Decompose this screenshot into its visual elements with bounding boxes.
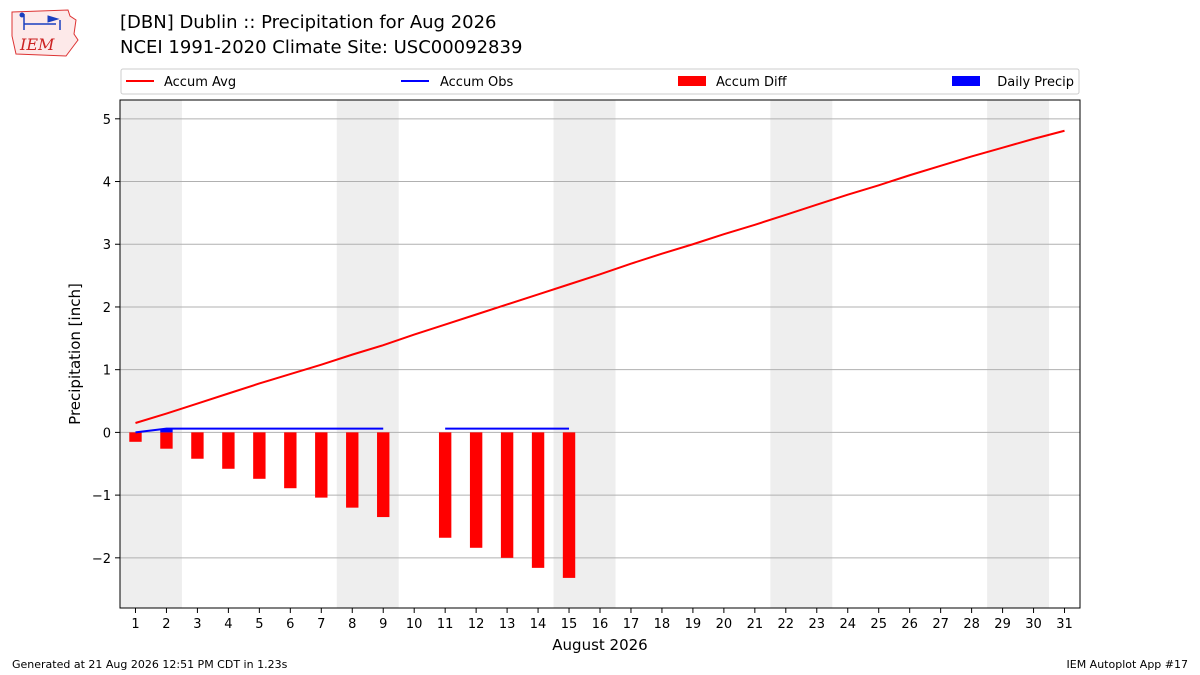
- y-tick-label: 3: [103, 238, 111, 253]
- y-gridlines: [120, 118, 1080, 559]
- generated-timestamp: Generated at 21 Aug 2026 12:51 PM CDT in…: [12, 658, 288, 671]
- chart-legend: Accum Avg Accum Obs Accum Diff Daily Pre…: [120, 68, 1080, 95]
- y-tick-label: −1: [92, 489, 111, 504]
- legend-label-accum-diff: Accum Diff: [716, 75, 788, 90]
- x-tick-label: 18: [654, 617, 671, 632]
- weekend-band-1: [336, 100, 399, 608]
- legend-box: [120, 68, 1080, 95]
- accum-diff-bar: [191, 432, 204, 459]
- accum-diff-bar: [346, 432, 359, 508]
- x-tick-label: 15: [561, 617, 578, 632]
- x-tick-label: 30: [1025, 617, 1042, 632]
- x-tick-label: 2: [162, 617, 170, 632]
- x-tick-label: 5: [255, 617, 263, 632]
- y-tick-label: 2: [103, 301, 111, 316]
- y-tick-label: −2: [92, 552, 111, 567]
- x-tick-label: 17: [623, 617, 640, 632]
- accum-diff-bars: [129, 432, 576, 578]
- y-axis-label: Precipitation [inch]: [66, 283, 84, 425]
- iem-logo: IEM: [11, 9, 79, 57]
- legend-swatch-daily-precip: [952, 76, 980, 86]
- accum-avg-line: [135, 129, 1065, 424]
- app-credit: IEM Autoplot App #17: [1066, 658, 1189, 671]
- iowa-map-outline: [11, 9, 79, 57]
- accum-diff-bar: [284, 432, 297, 489]
- weekend-band-0: [120, 100, 182, 608]
- x-tick-label: 22: [778, 617, 795, 632]
- accum-diff-bar: [253, 432, 266, 479]
- accum-diff-bar: [500, 432, 514, 558]
- x-tick-label: 13: [499, 617, 516, 632]
- chart-title: [DBN] Dublin :: Precipitation for Aug 20…: [120, 12, 497, 33]
- x-tick-label: 27: [932, 617, 949, 632]
- x-tick-label: 31: [1056, 617, 1073, 632]
- x-tick-label: 23: [809, 617, 826, 632]
- legend-label-daily-precip: Daily Precip: [997, 75, 1074, 90]
- x-tick-label: 8: [348, 617, 356, 632]
- x-tick-label: 19: [685, 617, 702, 632]
- x-tick-label: 3: [193, 617, 201, 632]
- x-axis-label: August 2026: [552, 636, 647, 654]
- x-axis-ticks: 1 2 3 4 5 6 7 8 9 10 11 12 13 14 15 16 17 18 19 20 21 22 23 24 2…: [131, 608, 1073, 632]
- x-tick-label: 11: [437, 617, 454, 632]
- chart-subtitle: NCEI 1991-2020 Climate Site: USC00092839: [120, 37, 523, 58]
- x-tick-label: 24: [839, 617, 856, 632]
- accum-obs-line-0: [135, 427, 384, 434]
- accum-diff-bar: [531, 432, 545, 568]
- x-tick-label: 26: [901, 617, 918, 632]
- daily-precip-bars: [160, 428, 173, 433]
- accum-diff-bar: [160, 432, 173, 449]
- y-tick-label: 0: [103, 426, 111, 441]
- logo-text: IEM: [19, 35, 55, 54]
- x-tick-label: 4: [224, 617, 232, 632]
- x-tick-label: 29: [994, 617, 1011, 632]
- x-tick-label: 25: [870, 617, 887, 632]
- x-tick-label: 6: [286, 617, 294, 632]
- x-tick-label: 7: [317, 617, 325, 632]
- daily-precip-bar: [160, 428, 173, 433]
- weather-station-icon: [19, 12, 61, 30]
- y-tick-label: 5: [103, 113, 111, 128]
- y-tick-label: 4: [103, 176, 111, 191]
- legend-label-accum-avg: Accum Avg: [164, 75, 236, 90]
- accum-diff-bar: [377, 432, 390, 518]
- weekend-bands: [120, 100, 1050, 608]
- accum-diff-bar: [315, 432, 328, 498]
- series-lines: [135, 129, 1065, 434]
- x-tick-label: 16: [592, 617, 609, 632]
- x-tick-label: 28: [963, 617, 980, 632]
- x-tick-label: 14: [530, 617, 547, 632]
- x-tick-label: 9: [379, 617, 387, 632]
- weekend-band-3: [770, 100, 833, 608]
- accum-diff-bar: [469, 432, 483, 548]
- x-tick-label: 10: [406, 617, 423, 632]
- accum-diff-bar: [222, 432, 235, 469]
- accum-diff-bar: [129, 432, 142, 442]
- y-tick-label: 1: [103, 364, 111, 379]
- y-axis-ticks: −2 −1 0 1 2 3 4 5: [92, 113, 120, 567]
- x-tick-label: 21: [747, 617, 764, 632]
- x-tick-label: 1: [131, 617, 139, 632]
- x-tick-label: 20: [716, 617, 733, 632]
- accum-diff-bar: [438, 432, 452, 538]
- legend-swatch-accum-diff: [678, 76, 706, 86]
- weekend-band-4: [987, 100, 1050, 608]
- legend-label-accum-obs: Accum Obs: [440, 75, 513, 90]
- x-tick-label: 12: [468, 617, 485, 632]
- accum-diff-bar: [562, 432, 576, 578]
